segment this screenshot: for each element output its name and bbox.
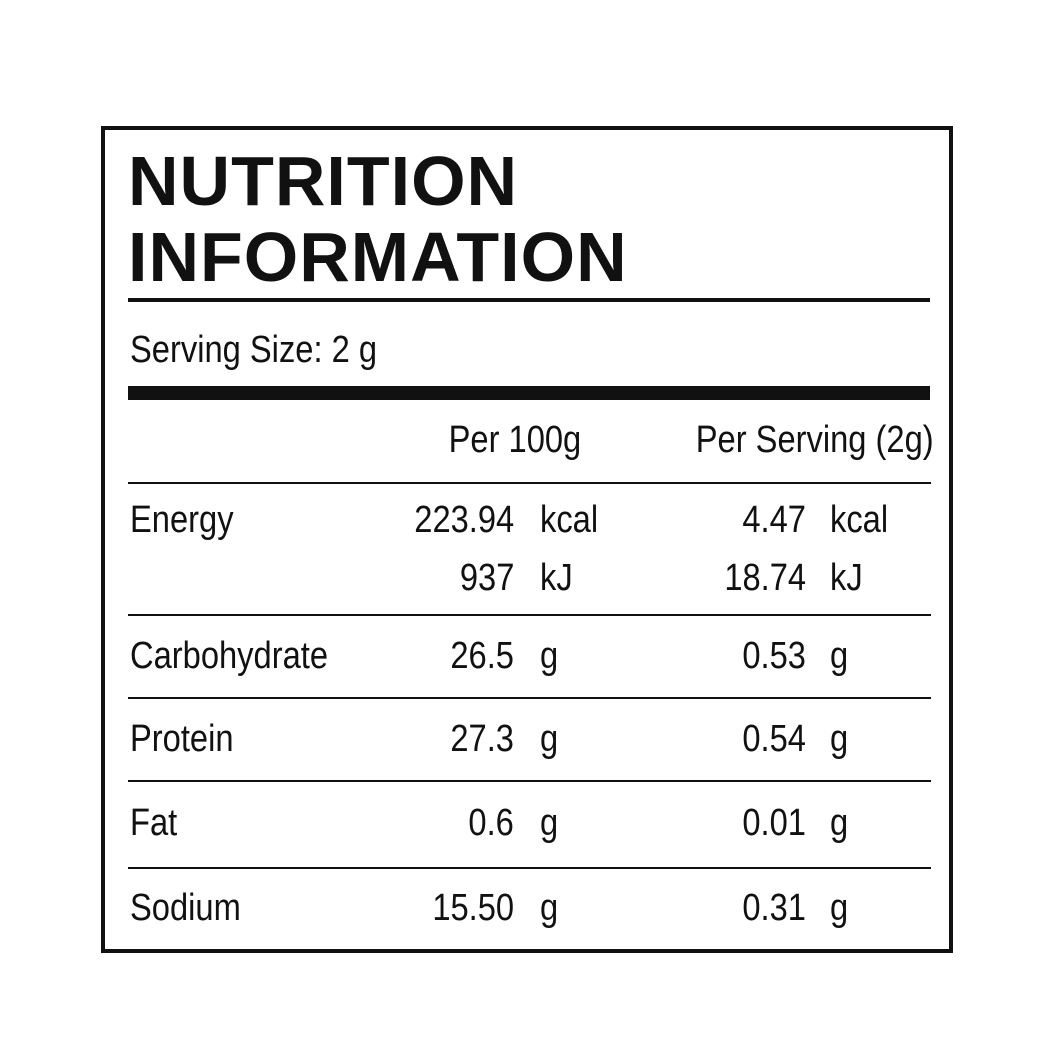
row-divider [128,780,931,782]
title-line-1: NUTRITION [128,142,519,220]
title-divider [128,298,930,302]
row-name-fat: Fat [130,802,178,844]
protein-per-serving-unit: g [830,718,849,760]
header-per-serving: Per Serving (2g) [696,419,934,461]
row-name-carbohydrate: Carbohydrate [130,635,329,677]
energy-per-serving-kj-unit: kJ [830,557,863,599]
row-divider [128,697,931,699]
fat-per-100g-unit: g [540,802,559,844]
row-divider [128,867,931,869]
header-divider [128,482,931,484]
protein-per-100g-unit: g [540,718,559,760]
carbohydrate-per-serving-unit: g [830,635,849,677]
fat-per-100g: 0.6 [468,802,514,844]
fat-per-serving: 0.01 [742,802,806,844]
energy-per-100g-kj-unit: kJ [540,557,573,599]
carbohydrate-per-serving: 0.53 [742,635,806,677]
row-name-protein: Protein [130,718,234,760]
energy-per-100g-kcal: 223.94 [414,499,514,541]
row-divider [128,614,931,616]
carbohydrate-per-100g: 26.5 [450,635,514,677]
energy-per-100g-kcal-unit: kcal [540,499,599,541]
protein-per-serving: 0.54 [742,718,806,760]
serving-size: Serving Size: 2 g [130,329,378,371]
energy-per-100g-kj: 937 [459,557,514,599]
fat-per-serving-unit: g [830,802,849,844]
sodium-per-serving: 0.31 [742,887,806,929]
sodium-per-serving-unit: g [830,887,849,929]
title-line-2: INFORMATION [128,218,628,296]
energy-per-serving-kcal: 4.47 [742,499,806,541]
sodium-per-100g: 15.50 [432,887,514,929]
sodium-per-100g-unit: g [540,887,559,929]
serving-divider [128,386,930,400]
nutrition-panel [101,126,953,953]
carbohydrate-per-100g-unit: g [540,635,559,677]
row-name-sodium: Sodium [130,887,241,929]
row-name-energy: Energy [130,499,234,541]
header-per-100g: Per 100g [448,419,581,461]
energy-per-serving-kj: 18.74 [724,557,806,599]
energy-per-serving-kcal-unit: kcal [830,499,889,541]
protein-per-100g: 27.3 [450,718,514,760]
